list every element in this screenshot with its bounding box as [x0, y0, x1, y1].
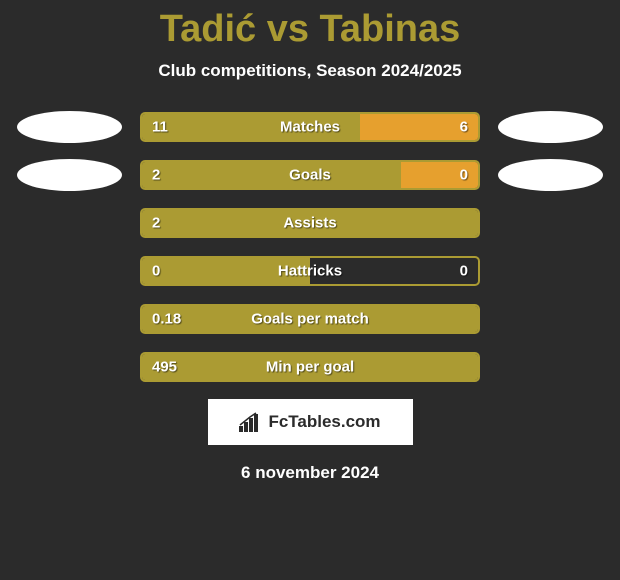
- stat-bar: 495Min per goal: [140, 352, 480, 382]
- chart-area: 11Matches62Goals02Assists0Hattricks00.18…: [0, 111, 620, 383]
- stat-label: Matches: [142, 119, 478, 136]
- comparison-infographic: Tadić vs Tabinas Club competitions, Seas…: [0, 0, 620, 580]
- page-subtitle: Club competitions, Season 2024/2025: [0, 61, 620, 81]
- fctables-logo-icon: [239, 412, 263, 432]
- oval-spacer: [498, 207, 603, 239]
- stat-row: 0Hattricks0: [0, 255, 620, 287]
- stat-label: Assists: [142, 215, 478, 232]
- player-left-oval: [17, 111, 122, 143]
- stat-bar: 2Assists: [140, 208, 480, 238]
- player-right-oval: [498, 159, 603, 191]
- player-left-oval: [17, 159, 122, 191]
- stat-right-value: 6: [460, 119, 468, 136]
- stat-bar: 0Hattricks0: [140, 256, 480, 286]
- stat-row: 0.18Goals per match: [0, 303, 620, 335]
- oval-spacer: [498, 303, 603, 335]
- oval-spacer: [17, 207, 122, 239]
- stat-row: 2Goals0: [0, 159, 620, 191]
- stat-row: 2Assists: [0, 207, 620, 239]
- footer-logo: FcTables.com: [208, 399, 413, 445]
- oval-spacer: [498, 351, 603, 383]
- stat-row: 495Min per goal: [0, 351, 620, 383]
- oval-spacer: [17, 255, 122, 287]
- stat-right-value: 0: [460, 167, 468, 184]
- page-title: Tadić vs Tabinas: [0, 0, 620, 51]
- stat-bar: 11Matches6: [140, 112, 480, 142]
- footer-date: 6 november 2024: [0, 463, 620, 483]
- stat-label: Goals: [142, 167, 478, 184]
- stat-bar: 2Goals0: [140, 160, 480, 190]
- footer-logo-text: FcTables.com: [268, 412, 380, 432]
- stat-row: 11Matches6: [0, 111, 620, 143]
- stat-bar: 0.18Goals per match: [140, 304, 480, 334]
- stat-label: Min per goal: [142, 359, 478, 376]
- stat-right-value: 0: [460, 263, 468, 280]
- player-right-oval: [498, 111, 603, 143]
- stat-label: Hattricks: [142, 263, 478, 280]
- oval-spacer: [17, 351, 122, 383]
- stat-label: Goals per match: [142, 311, 478, 328]
- oval-spacer: [17, 303, 122, 335]
- oval-spacer: [498, 255, 603, 287]
